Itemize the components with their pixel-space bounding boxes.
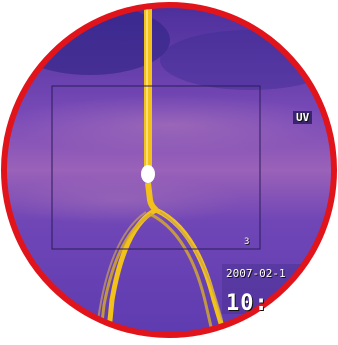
haze-band [3, 175, 240, 225]
conductor-arc-left-3 [97, 211, 147, 321]
conductor-arc-right-2 [149, 212, 216, 336]
conductor-highlight [146, 4, 148, 172]
conductor-arc-right-3 [159, 211, 223, 321]
measurement-zone-box [51, 85, 261, 250]
haze-band [3, 95, 335, 155]
zone-number: 3 [244, 237, 250, 247]
corona-hotspot [141, 165, 155, 183]
conductor-arc-left-2 [98, 212, 153, 336]
time-readout: 10: [226, 291, 269, 316]
viewport-ring [1, 2, 337, 338]
date-readout: 2007-02-1 [226, 267, 286, 280]
mode-label: UV [293, 111, 313, 124]
